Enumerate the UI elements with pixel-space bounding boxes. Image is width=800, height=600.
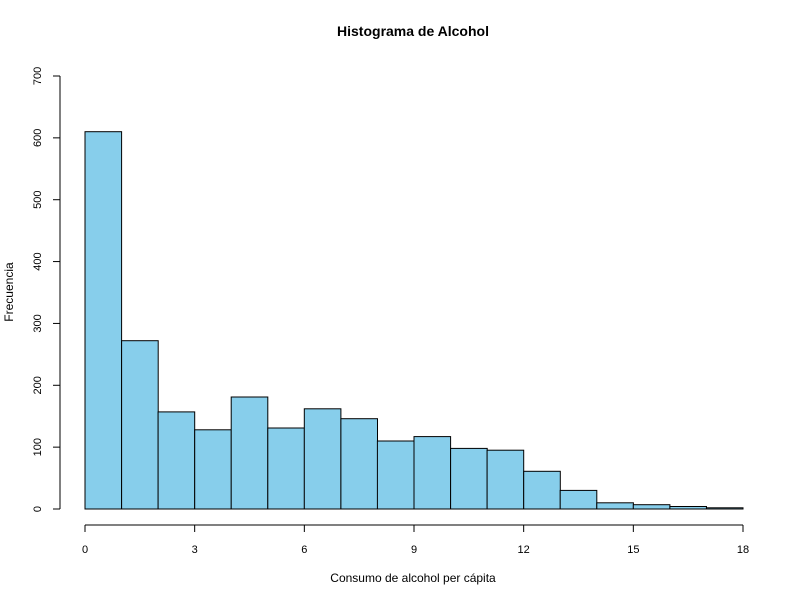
y-tick-label: 700 bbox=[32, 67, 44, 85]
x-tick-label: 15 bbox=[627, 544, 639, 556]
x-axis: 0 3 6 9 12 15 18 bbox=[82, 524, 749, 556]
y-tick-label: 300 bbox=[32, 314, 44, 332]
bars-group bbox=[84, 131, 744, 510]
histogram-bar bbox=[194, 429, 232, 510]
histogram-bar bbox=[121, 340, 159, 510]
x-tick-label: 9 bbox=[411, 544, 417, 556]
x-tick-label: 12 bbox=[518, 544, 530, 556]
histogram-bar bbox=[559, 489, 598, 510]
histogram-bar bbox=[486, 449, 525, 510]
y-axis-label: Frecuencia bbox=[2, 262, 16, 322]
histogram-bar bbox=[303, 408, 342, 510]
histogram-bar bbox=[705, 507, 744, 510]
x-tick-label: 18 bbox=[737, 544, 749, 556]
histogram-bar bbox=[523, 470, 561, 510]
x-axis-label: Consumo de alcohol per cápita bbox=[330, 571, 496, 585]
x-tick-label: 6 bbox=[301, 544, 307, 556]
histogram-bar bbox=[669, 506, 708, 510]
chart-title: Histograma de Alcohol bbox=[337, 23, 489, 39]
x-tick-label: 3 bbox=[192, 544, 198, 556]
histogram-bar bbox=[450, 447, 488, 510]
y-tick-label: 0 bbox=[32, 506, 44, 512]
y-tick-label: 100 bbox=[32, 438, 44, 456]
histogram-bar bbox=[413, 436, 452, 510]
y-tick-label: 500 bbox=[32, 191, 44, 209]
histogram-bar bbox=[267, 427, 305, 510]
histogram-bar bbox=[84, 131, 123, 510]
histogram-bar bbox=[157, 411, 196, 510]
y-tick-label: 200 bbox=[32, 376, 44, 394]
x-tick-label: 0 bbox=[82, 544, 88, 556]
histogram-bar bbox=[230, 396, 269, 510]
y-tick-label: 600 bbox=[32, 129, 44, 147]
histogram-bar bbox=[340, 418, 378, 510]
histogram-bar bbox=[596, 502, 634, 510]
y-tick-label: 400 bbox=[32, 252, 44, 270]
y-axis: 0 100 200 300 400 500 600 700 bbox=[32, 67, 61, 512]
histogram-bar bbox=[376, 440, 415, 510]
histogram-bar bbox=[632, 504, 671, 510]
